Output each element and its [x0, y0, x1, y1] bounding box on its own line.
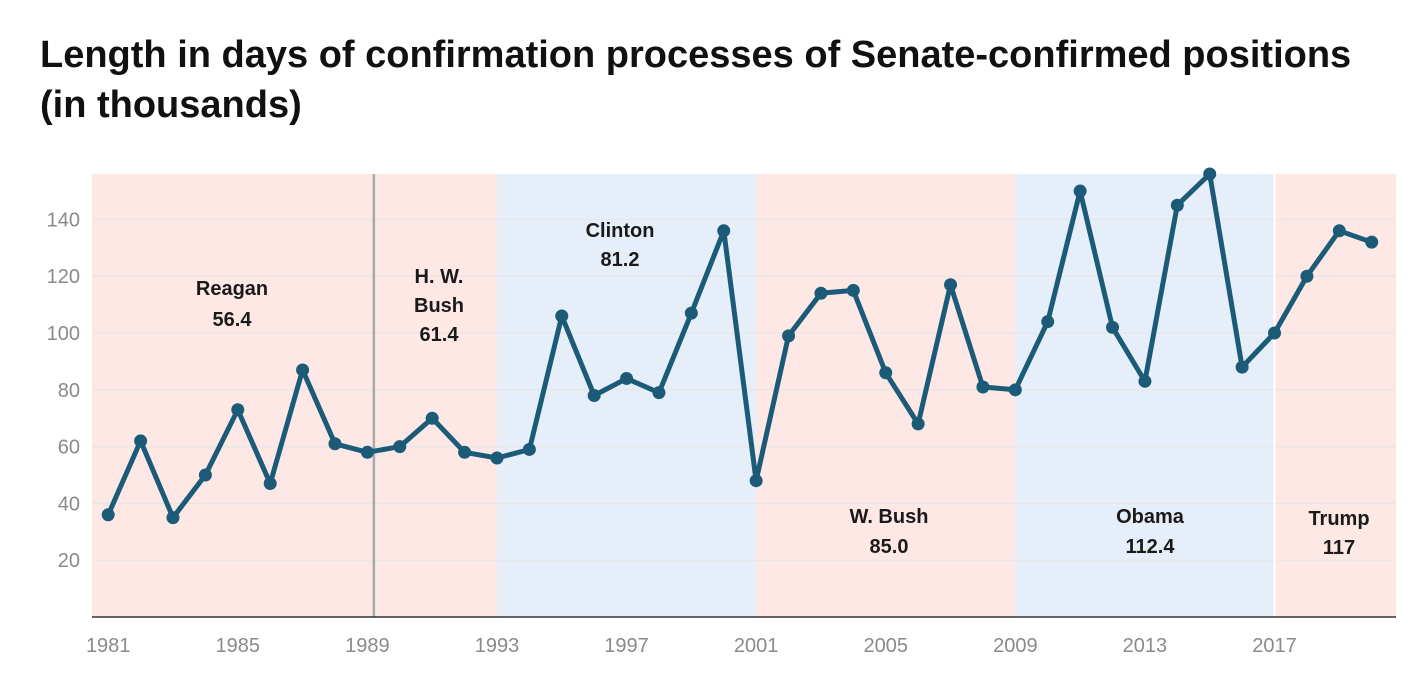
data-point — [522, 442, 536, 456]
data-point — [587, 389, 601, 402]
x-tick-label: 2017 — [1252, 635, 1297, 657]
data-point — [296, 363, 310, 377]
era-value-label: 112.4 — [1126, 536, 1176, 558]
data-point — [328, 437, 342, 451]
y-tick-label: 80 — [58, 380, 80, 402]
data-point — [101, 508, 115, 522]
x-tick-label: 1981 — [86, 635, 131, 657]
data-point — [425, 411, 439, 425]
era-name-label: Clinton — [586, 220, 655, 242]
data-point — [555, 309, 569, 323]
series-line — [105, 171, 1375, 521]
data-point — [814, 286, 828, 300]
data-point — [1203, 167, 1217, 181]
era-band-4 — [1015, 174, 1275, 617]
data-series — [101, 167, 1379, 525]
data-point — [198, 468, 212, 482]
era-name-label: H. W. — [415, 266, 464, 288]
era-name-label: Reagan — [196, 278, 268, 300]
data-point — [944, 278, 958, 292]
era-labels: Reagan 56.4 H. W. Bush 61.4 Clinton 81.2 W. Bus… — [196, 220, 1370, 559]
era-name-label: Bush — [414, 295, 464, 317]
y-tick-label: 40 — [58, 493, 80, 515]
data-point — [231, 403, 245, 417]
data-point — [1332, 224, 1346, 238]
data-point — [620, 371, 634, 385]
data-point — [263, 477, 277, 491]
x-tick-label: 2001 — [734, 635, 779, 657]
data-point — [1041, 315, 1055, 329]
x-tick-label: 1993 — [475, 635, 520, 657]
data-point — [749, 474, 763, 488]
x-tick-label: 1985 — [216, 635, 261, 657]
data-point — [1170, 198, 1184, 212]
y-axis-ticks: 20 40 60 80 100 120 140 — [47, 209, 80, 572]
era-band-1 — [373, 174, 497, 617]
data-point — [911, 417, 925, 431]
era-name-label: Obama — [1116, 506, 1185, 528]
x-tick-label: 1989 — [345, 635, 390, 657]
data-point — [1073, 184, 1087, 198]
x-tick-label: 2005 — [863, 635, 908, 657]
data-point — [846, 283, 860, 297]
data-point — [1138, 374, 1152, 388]
x-tick-label: 1997 — [604, 635, 649, 657]
data-point — [1235, 360, 1249, 374]
era-value-label: 61.4 — [420, 324, 460, 346]
data-point — [393, 440, 407, 454]
data-point — [684, 306, 698, 320]
y-tick-label: 20 — [58, 550, 80, 572]
data-point — [490, 451, 504, 465]
data-point — [360, 445, 374, 459]
data-point — [1008, 383, 1022, 397]
era-name-label: Trump — [1308, 508, 1369, 530]
y-tick-label: 120 — [47, 266, 80, 288]
era-value-label: 85.0 — [870, 536, 909, 558]
data-point — [1365, 235, 1379, 249]
y-tick-label: 140 — [47, 209, 80, 231]
data-point — [134, 434, 148, 448]
era-band-0 — [92, 174, 374, 617]
era-value-label: 81.2 — [601, 249, 640, 271]
gridlines — [92, 218, 1396, 561]
x-tick-label: 2009 — [993, 635, 1038, 657]
x-axis-ticks: 1981 1985 1989 1993 1997 2001 2005 2009 2013 2017 — [86, 635, 1297, 657]
data-point — [1106, 320, 1120, 334]
era-value-label: 56.4 — [213, 309, 253, 331]
era-band-3 — [756, 174, 1016, 617]
data-point — [166, 511, 180, 525]
data-point — [652, 386, 666, 400]
data-point — [458, 445, 472, 459]
era-value-label: 117 — [1323, 537, 1355, 559]
data-point — [1300, 269, 1314, 283]
data-point — [717, 224, 731, 238]
era-name-label: W. Bush — [850, 506, 929, 528]
data-point — [782, 329, 796, 343]
data-point — [879, 366, 893, 380]
data-point — [976, 380, 990, 394]
y-tick-label: 100 — [47, 323, 80, 345]
chart-title: Length in days of confirmation processes… — [40, 34, 1352, 126]
x-tick-label: 2013 — [1123, 635, 1168, 657]
y-tick-label: 60 — [58, 437, 80, 459]
data-point — [1268, 326, 1282, 340]
era-divider — [372, 174, 1276, 617]
era-band-5 — [1274, 174, 1396, 617]
